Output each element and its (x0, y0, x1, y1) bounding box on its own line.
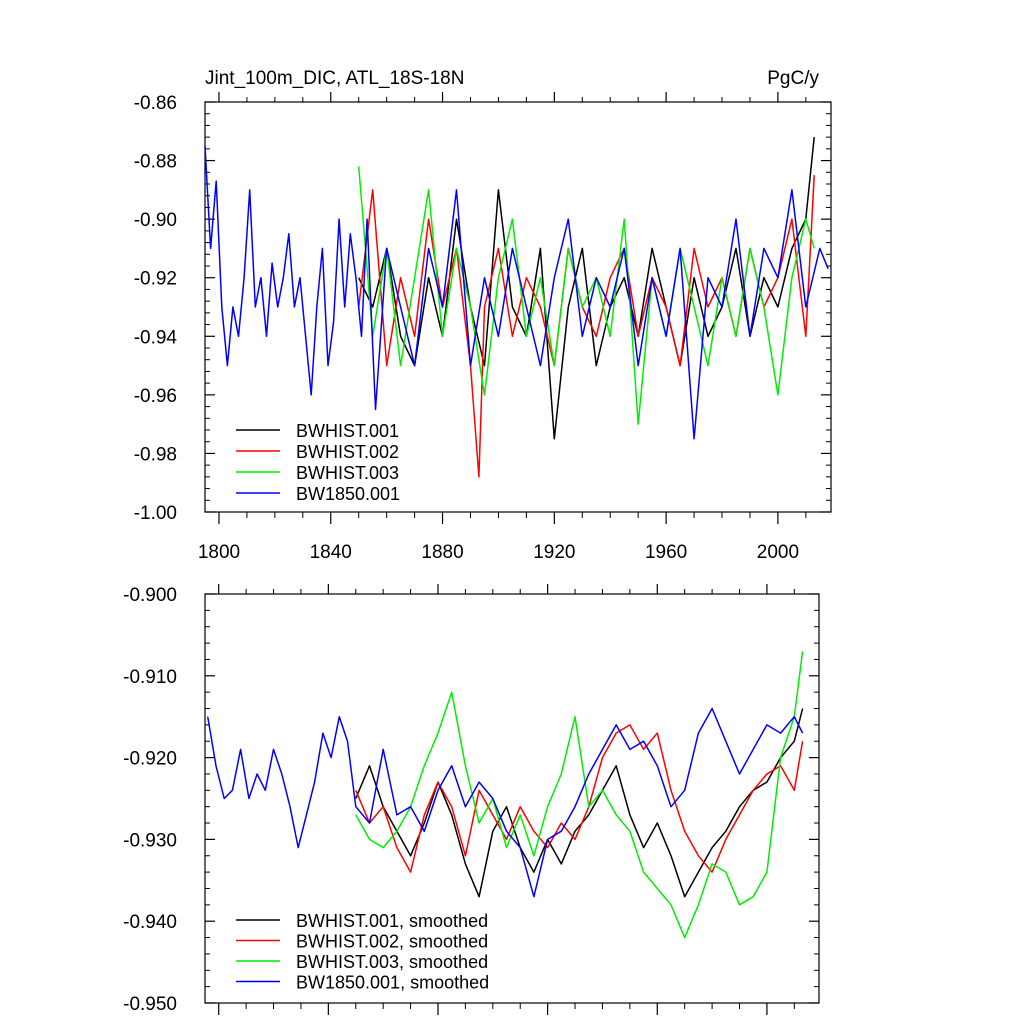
bottom-series-line-2 (355, 724, 804, 873)
top-y-tick-label: -0.92 (134, 269, 177, 290)
top-x-tick-label: 1920 (533, 542, 575, 563)
top-panel-series (204, 137, 829, 478)
bottom-legend-label: BWHIST.002, smoothed (296, 932, 488, 952)
top-y-tick-label: -0.86 (134, 93, 177, 114)
top-panel-units: PgC/y (767, 68, 819, 89)
top-series-line-1 (358, 137, 815, 440)
top-x-tick-label: 2000 (757, 542, 799, 563)
bottom-y-tick-label: -0.930 (123, 830, 177, 851)
top-plot-frame (204, 101, 832, 513)
top-y-tick-label: -0.96 (134, 386, 177, 407)
bottom-y-tick-label: -0.920 (123, 749, 177, 770)
top-x-tick-label: 1840 (310, 542, 352, 563)
top-series-line-4 (204, 145, 829, 440)
bottom-panel: -0.900 -0.910 -0.920 -0.930 -0.940 -0.950 BWH… (123, 584, 820, 1015)
top-legend-label: BW1850.001 (296, 484, 400, 504)
top-y-tick-label: -0.88 (134, 152, 177, 173)
bottom-y-tick-label: -0.910 (123, 667, 177, 688)
bottom-panel-axes: -0.900 -0.910 -0.920 -0.930 -0.940 -0.950 (123, 584, 820, 1015)
top-legend-label: BWHIST.002 (296, 442, 399, 462)
top-legend-label: BWHIST.003 (296, 463, 399, 483)
bottom-plot-frame (204, 593, 820, 1004)
top-panel: Jint_100m_DIC, ATL_18S-18N PgC/y -0.86-0… (134, 68, 832, 563)
top-y-tick-label: -0.98 (134, 444, 177, 465)
top-y-tick-label: -0.94 (134, 327, 178, 348)
top-y-tick-label: -0.90 (134, 210, 177, 231)
top-panel-axes: -0.86 -0.88 -0.90 -0.92 -0.94 -0.96 -0.98 -1.00… (134, 92, 832, 563)
top-series-line-2 (357, 175, 815, 478)
bottom-y-tick-label: -0.900 (123, 585, 177, 606)
bottom-legend-label: BWHIST.003, smoothed (296, 952, 488, 972)
top-x-tick-label: 1800 (198, 542, 240, 563)
bottom-legend-label: BWHIST.001, smoothed (296, 911, 488, 931)
bottom-y-tick-label: -0.950 (123, 994, 177, 1015)
top-panel-title: Jint_100m_DIC, ATL_18S-18N (205, 68, 464, 89)
top-legend-label: BWHIST.001 (296, 421, 399, 441)
bottom-series-line-3 (355, 651, 804, 939)
top-y-tick-label: -1.00 (134, 503, 177, 524)
top-series-line-3 (357, 166, 815, 425)
top-x-tick-label: 1880 (421, 542, 463, 563)
bottom-panel-series (206, 651, 804, 939)
bottom-series-line-4 (206, 707, 804, 898)
bottom-y-tick-label: -0.940 (123, 912, 177, 933)
top-x-tick-label: 1960 (645, 542, 687, 563)
bottom-legend-label: BW1850.001, smoothed (296, 973, 489, 993)
bottom-series-line-1 (355, 708, 804, 898)
